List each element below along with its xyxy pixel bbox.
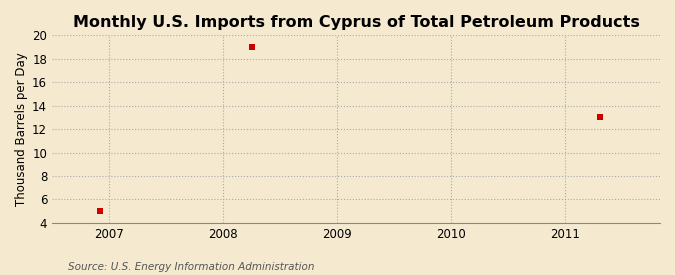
Title: Monthly U.S. Imports from Cyprus of Total Petroleum Products: Monthly U.S. Imports from Cyprus of Tota…	[73, 15, 639, 30]
Point	[594, 115, 605, 120]
Y-axis label: Thousand Barrels per Day: Thousand Barrels per Day	[15, 52, 28, 206]
Point	[95, 209, 105, 213]
Point	[246, 45, 257, 49]
Text: Source: U.S. Energy Information Administration: Source: U.S. Energy Information Administ…	[68, 262, 314, 272]
